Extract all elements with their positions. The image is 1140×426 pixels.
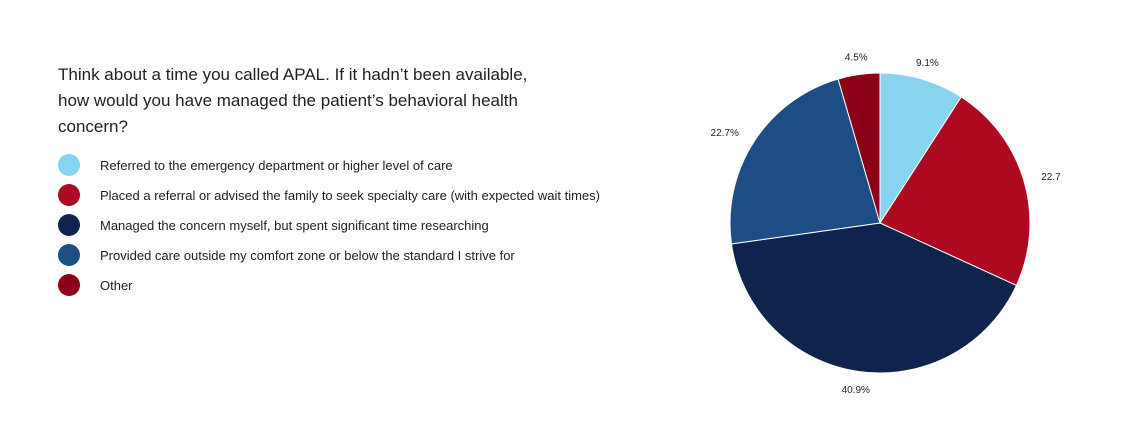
- slice-label: 9.1%: [916, 58, 939, 69]
- legend-swatch: [58, 154, 80, 176]
- legend-swatch: [58, 214, 80, 236]
- pie-chart: 9.1% 22.7% 40.9% 22.7% 4.5%: [711, 53, 1060, 397]
- legend-item: Placed a referral or advised the family …: [58, 180, 600, 210]
- legend-label: Managed the concern myself, but spent si…: [100, 217, 489, 233]
- chart-title: Think about a time you called APAL. If i…: [58, 65, 528, 136]
- slice-label: 22.7%: [711, 128, 739, 139]
- legend-swatch: [58, 184, 80, 206]
- legend-label: Placed a referral or advised the family …: [100, 187, 600, 203]
- pie-labels: 9.1% 22.7% 40.9% 22.7% 4.5%: [711, 53, 1060, 397]
- legend-label: Provided care outside my comfort zone or…: [100, 247, 515, 263]
- slice-label: 40.9%: [842, 385, 870, 396]
- legend-label: Other: [100, 277, 133, 293]
- slice-label: 22.7%: [1041, 172, 1060, 183]
- pie-slice: [729, 78, 881, 245]
- legend-item: Managed the concern myself, but spent si…: [58, 210, 600, 240]
- legend-swatch: [58, 244, 80, 266]
- pie-slice: [730, 222, 1018, 374]
- legend-item: Referred to the emergency department or …: [58, 150, 600, 180]
- legend: Referred to the emergency department or …: [58, 150, 600, 300]
- pie-slice: [837, 72, 881, 224]
- pie-slices: [729, 72, 1031, 374]
- legend-item: Provided care outside my comfort zone or…: [58, 240, 600, 270]
- slice-label: 4.5%: [845, 53, 868, 64]
- legend-swatch: [58, 274, 80, 296]
- legend-label: Referred to the emergency department or …: [100, 157, 453, 173]
- legend-item: Other: [58, 270, 600, 300]
- pie-slice: [879, 96, 1031, 287]
- pie-slice: [879, 72, 962, 225]
